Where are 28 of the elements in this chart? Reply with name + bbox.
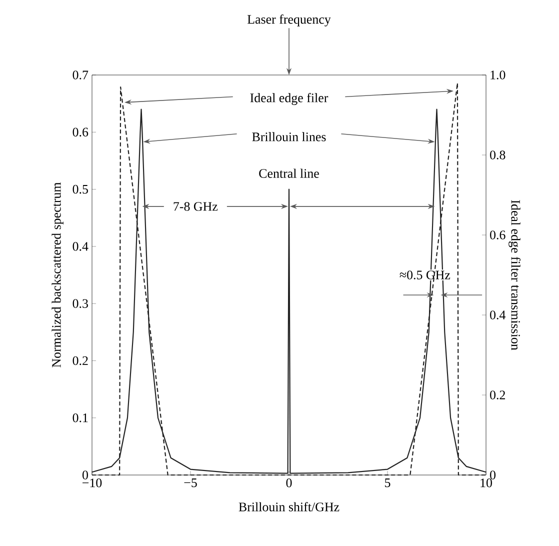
y2-tick-label: 0 [490,470,496,480]
y-tick-label: 0.3 [72,299,88,308]
y2-tick-label: 0.8 [490,150,506,160]
text: Laser frequency [247,14,331,26]
x-tick-label: 5 [385,478,390,488]
y-tick-label: 0.2 [72,356,88,366]
y2-tick-label: 1.0 [490,70,506,80]
y-tick-label: 0 [82,470,88,480]
annotation: Central line [259,168,319,178]
x-tick-label: −5 [184,478,197,488]
x-tick-label: 0 [286,478,292,488]
y-tick-label: 0.7 [72,70,88,80]
annotation: Ideal edge filer [250,93,328,105]
annotation: Brillouin lines [252,132,326,142]
y-tick-label: 0.5 [72,184,88,194]
annotation: 7-8 GHz [174,202,218,211]
y2-tick-label: 0.2 [490,390,506,400]
y-tick-label: 0.6 [72,128,88,137]
y2-axis-title: Ideal edge filter transmission [508,200,520,350]
x-tick-label: −10 [82,478,102,488]
y-tick-label: 0.1 [72,413,88,422]
x-tick-label: 10 [480,478,492,488]
annotation: ≈0.5 GHz [400,270,450,280]
y2-tick-label: 0.6 [490,230,506,240]
y2-tick-label: 0.4 [490,310,506,320]
x-axis-title: Brillouin shift/GHz [238,502,340,512]
y-tick-label: 0.4 [72,242,88,251]
y-axis-title: Normalized backscattered spectrum [52,182,64,368]
